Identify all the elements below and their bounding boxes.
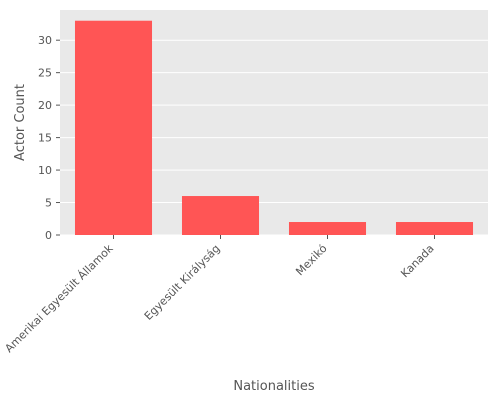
bar	[288, 222, 367, 235]
bar	[74, 20, 153, 236]
bar	[181, 196, 260, 235]
y-tick-label: 15	[38, 132, 52, 145]
y-tick-label: 10	[38, 164, 52, 177]
y-tick-label: 30	[38, 34, 52, 47]
x-axis-label: Nationalities	[233, 379, 314, 394]
bar	[395, 222, 474, 235]
y-axis-ticks: 0 5 10 15 20 25 30	[38, 34, 60, 242]
x-tick-label: Kanada	[398, 242, 436, 280]
y-axis-label: Actor Count	[13, 84, 28, 161]
x-axis-ticks: Amerikai Egyesült Államok Egyesült Király…	[2, 235, 437, 355]
bars	[74, 20, 474, 236]
y-tick-label: 20	[38, 99, 52, 112]
x-tick-label: Egyesült Királyság	[142, 242, 223, 323]
x-tick-label: Mexikó	[293, 242, 329, 278]
y-tick-label: 25	[38, 67, 52, 80]
y-tick-label: 5	[45, 197, 52, 210]
x-tick-label: Amerikai Egyesült Államok	[2, 241, 116, 355]
y-tick-label: 0	[45, 229, 52, 242]
